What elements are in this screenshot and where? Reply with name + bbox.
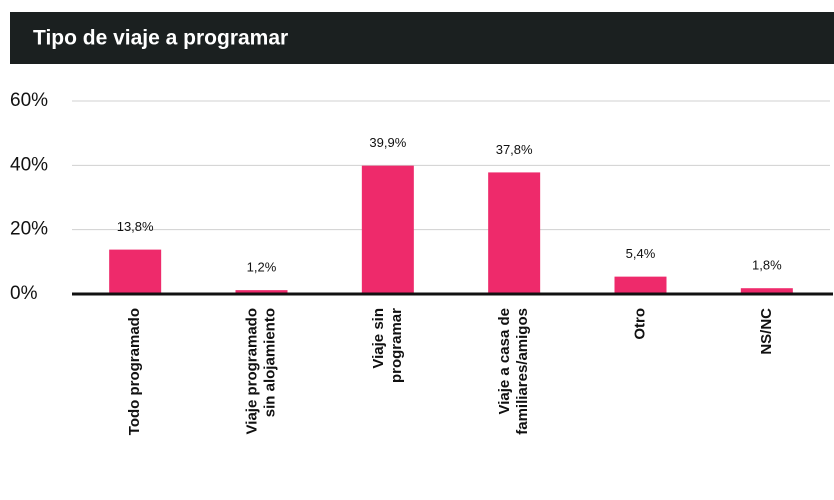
x-tick-label: Viaje a casa de	[496, 308, 513, 414]
x-tick-label: NS/NC	[758, 308, 775, 355]
bar	[614, 276, 667, 294]
bar	[361, 165, 414, 294]
x-tick-label: familiares/amigos	[514, 308, 531, 435]
title-banner	[10, 12, 834, 64]
x-tick-label: Viaje sin	[370, 308, 387, 369]
bar	[235, 290, 288, 294]
data-label: 37,8%	[496, 142, 533, 157]
data-label: 1,8%	[752, 258, 782, 273]
x-tick-label: Otro	[631, 308, 648, 340]
bar	[740, 288, 793, 294]
x-tick-label: sin alojamiento	[261, 308, 278, 417]
bar	[109, 249, 162, 294]
bar	[488, 172, 541, 294]
data-label: 13,8%	[117, 219, 154, 234]
data-label: 39,9%	[369, 135, 406, 150]
y-tick-label: 20%	[10, 219, 48, 240]
x-tick-label: programar	[388, 308, 405, 383]
y-tick-label: 0%	[10, 283, 38, 304]
data-label: 1,2%	[247, 260, 277, 275]
x-tick-label: Viaje programado	[243, 308, 260, 434]
y-tick-label: 40%	[10, 154, 48, 175]
data-label: 5,4%	[626, 246, 656, 261]
x-tick-label: Todo programado	[126, 308, 143, 435]
y-tick-label: 60%	[10, 90, 48, 111]
chart-title: Tipo de viaje a programar	[33, 27, 288, 50]
